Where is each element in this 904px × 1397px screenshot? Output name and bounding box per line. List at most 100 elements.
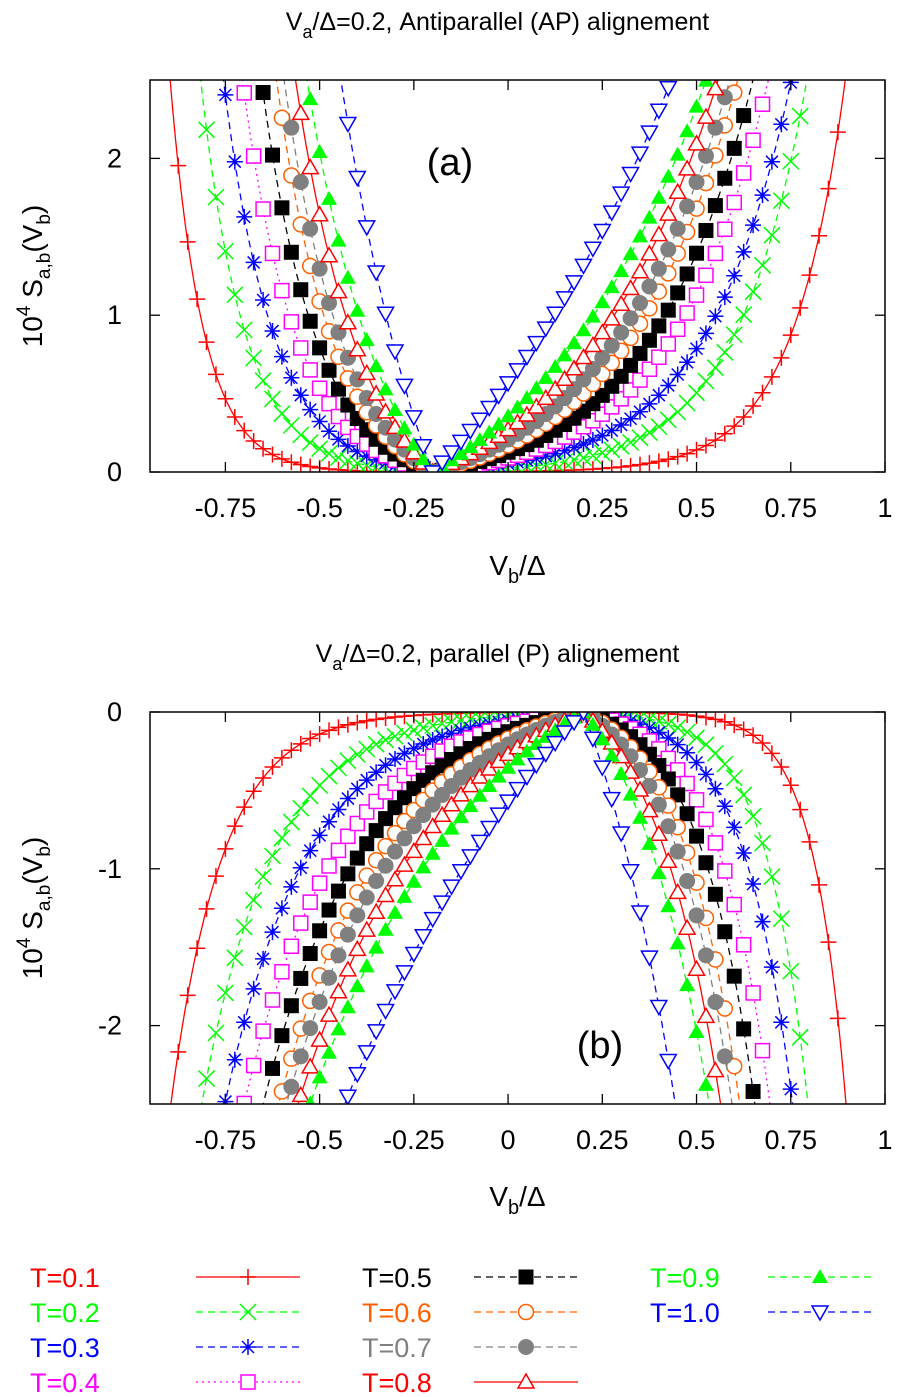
data-point	[707, 886, 723, 902]
data-point	[368, 823, 384, 839]
data-point	[405, 721, 423, 739]
data-point	[697, 1076, 714, 1091]
data-point	[518, 743, 535, 758]
data-point	[311, 260, 328, 277]
data-point	[481, 777, 498, 792]
data-point	[452, 445, 469, 460]
legend-label: T=0.6	[362, 1298, 432, 1328]
data-point	[432, 895, 452, 912]
data-point	[490, 768, 507, 783]
data-point	[660, 377, 677, 394]
data-point	[415, 806, 432, 823]
data-point	[641, 361, 658, 377]
series-line-0	[169, 80, 846, 472]
data-point	[339, 790, 356, 807]
data-point	[792, 801, 809, 818]
y-tick-label: 1	[107, 300, 122, 330]
data-point	[489, 388, 508, 405]
data-point	[329, 448, 347, 467]
data-point	[717, 863, 733, 879]
series-markers-9	[338, 80, 678, 472]
data-point	[432, 805, 452, 822]
data-point	[349, 907, 366, 924]
data-point	[763, 745, 780, 762]
data-point	[283, 369, 300, 386]
data-point	[584, 431, 601, 448]
data-point	[424, 845, 441, 860]
data-point	[650, 418, 668, 436]
data-point	[376, 306, 395, 323]
data-point	[292, 735, 309, 752]
data-point	[630, 262, 650, 279]
data-point	[706, 80, 725, 96]
data-point	[622, 457, 639, 472]
data-point	[706, 744, 724, 762]
data-point	[735, 243, 752, 260]
data-point	[508, 781, 527, 799]
data-point	[669, 366, 686, 383]
data-point	[283, 878, 300, 895]
data-point	[716, 798, 733, 815]
data-point	[621, 166, 640, 184]
legend-marker	[240, 1374, 256, 1390]
data-point	[660, 818, 677, 835]
data-point	[302, 362, 318, 378]
data-point	[283, 1078, 300, 1095]
data-point	[611, 294, 631, 311]
data-point	[658, 80, 678, 98]
data-point	[547, 722, 564, 737]
legend-label: T=0.1	[30, 1263, 100, 1293]
data-point	[745, 1083, 761, 1099]
series-T=1.0	[338, 80, 678, 472]
data-point	[359, 836, 375, 852]
data-point	[368, 712, 385, 728]
data-point	[366, 1024, 386, 1041]
data-point	[226, 949, 244, 967]
data-point	[735, 165, 752, 181]
data-point	[386, 727, 404, 745]
x-tick-label: -0.25	[383, 1125, 445, 1155]
data-point	[405, 740, 422, 757]
x-tick-label: 0.5	[678, 493, 716, 523]
legend-entry: T=0.3	[30, 1333, 300, 1363]
data-point	[716, 425, 733, 442]
data-point	[207, 868, 224, 885]
data-point	[707, 198, 723, 214]
legend-marker	[240, 1339, 256, 1355]
legend-label: T=0.7	[362, 1333, 432, 1363]
data-point	[611, 186, 631, 203]
data-point	[292, 799, 310, 817]
data-point	[716, 343, 734, 361]
data-point	[291, 1085, 311, 1103]
data-point	[536, 388, 556, 406]
data-point	[236, 1014, 253, 1031]
data-point	[404, 443, 424, 460]
data-point	[508, 363, 527, 380]
data-point	[536, 746, 556, 763]
series-markers-9	[338, 712, 678, 1104]
data-point	[773, 116, 790, 133]
data-point	[321, 460, 338, 472]
data-point	[603, 441, 621, 459]
data-point	[575, 322, 592, 337]
data-point	[726, 140, 742, 156]
y-tick-label: 0	[107, 457, 122, 487]
legend-label: T=0.4	[30, 1368, 100, 1397]
data-point	[594, 294, 611, 309]
data-point	[593, 323, 612, 340]
data-point	[679, 744, 696, 761]
data-point	[377, 757, 394, 774]
x-tick-label: 0.25	[576, 493, 629, 523]
data-point	[603, 422, 620, 439]
y-axis-label: 104 Sa,b(Vb)	[14, 837, 55, 980]
data-point	[198, 334, 215, 351]
data-point	[640, 801, 659, 818]
data-point	[358, 448, 375, 465]
data-point	[415, 736, 432, 753]
legend-marker	[518, 1269, 534, 1285]
data-point	[189, 940, 206, 957]
data-point	[687, 134, 706, 151]
data-point	[283, 314, 300, 330]
data-point	[396, 420, 413, 435]
data-point	[348, 939, 367, 957]
